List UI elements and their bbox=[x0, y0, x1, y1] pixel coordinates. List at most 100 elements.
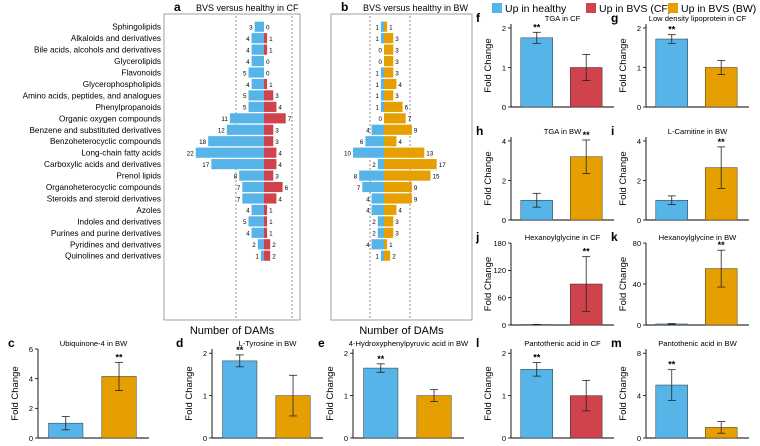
value-label-right: 7 bbox=[408, 116, 412, 123]
y-axis-label: Fold Change bbox=[618, 366, 629, 420]
value-label-right: 3 bbox=[395, 219, 399, 226]
value-label-right: 6 bbox=[405, 105, 409, 112]
value-label-left: 5 bbox=[243, 219, 247, 226]
value-label-right: 13 bbox=[426, 150, 434, 157]
bar-left bbox=[251, 227, 264, 238]
value-label-right: 3 bbox=[395, 59, 399, 66]
value-label-left: 17 bbox=[202, 162, 210, 169]
bar-left bbox=[377, 216, 384, 227]
bar-left bbox=[239, 170, 264, 181]
x-axis-label: Number of DAMs bbox=[190, 325, 275, 337]
bar-left bbox=[229, 113, 264, 124]
y-tick-label: 60 bbox=[498, 293, 506, 302]
value-label-right: 1 bbox=[269, 36, 273, 43]
category-label: Organic oxygen compounds bbox=[59, 114, 161, 123]
significance-label: ** bbox=[668, 25, 676, 35]
y-tick-label: 2 bbox=[637, 176, 641, 185]
panel-a: a BVS versus healthy in CF 3 0 Sphingolipids… bbox=[23, 0, 301, 337]
y-tick-label: 0 bbox=[502, 103, 506, 112]
bar-left bbox=[380, 67, 384, 78]
bar-right bbox=[264, 193, 277, 204]
value-label-left: 4 bbox=[246, 36, 250, 43]
significance-label: ** bbox=[583, 247, 591, 257]
y-tick-label: 2 bbox=[637, 24, 641, 33]
y-tick-label: 6 bbox=[29, 345, 33, 354]
value-label-right: 3 bbox=[275, 173, 279, 180]
bar-left bbox=[242, 181, 264, 193]
y-tick-label: 2 bbox=[502, 24, 506, 33]
panel-letter: j bbox=[475, 230, 479, 244]
value-label-right: 7 bbox=[288, 116, 292, 123]
y-tick-label: 0 bbox=[637, 103, 641, 112]
category-label: Bile acids, alcohols and derivatives bbox=[34, 46, 161, 55]
value-label-right: 3 bbox=[395, 231, 399, 238]
category-label: Benzoheterocyclic compounds bbox=[50, 137, 161, 146]
bar-right bbox=[384, 181, 412, 193]
panel-letter: d bbox=[176, 336, 183, 350]
value-label-right: 1 bbox=[269, 47, 273, 54]
value-label-left: 12 bbox=[218, 128, 226, 135]
category-label: Quinolines and derivatives bbox=[65, 252, 161, 261]
value-label-left: 1 bbox=[375, 25, 379, 32]
bar-right bbox=[384, 90, 394, 101]
panel-letter: b bbox=[341, 0, 348, 14]
y-axis-label: Fold Change bbox=[618, 257, 629, 311]
panel-frame bbox=[163, 13, 301, 321]
bar bbox=[655, 38, 688, 108]
value-label-right: 9 bbox=[414, 128, 418, 135]
bar-left bbox=[248, 90, 264, 101]
y-tick-label: 4 bbox=[502, 137, 506, 146]
value-label-left: 4 bbox=[366, 196, 370, 203]
bar-right bbox=[264, 216, 268, 227]
bar-left bbox=[248, 67, 264, 78]
value-label-left: 4 bbox=[366, 242, 370, 249]
panel-h: h TGA in BW 0 2 4 Fold Change ** bbox=[476, 124, 614, 225]
bar-left bbox=[377, 227, 384, 238]
value-label-left: 2 bbox=[372, 219, 376, 226]
bar-right bbox=[264, 170, 274, 181]
legend-item: Up in BVS (BW) bbox=[668, 3, 756, 15]
panel-title: BVS versus healthy in CF bbox=[196, 3, 299, 13]
y-tick-label: 1 bbox=[502, 63, 506, 72]
bar-right bbox=[264, 147, 277, 158]
value-label-left: 1 bbox=[375, 36, 379, 43]
category-label: Organoheterocyclic compounds bbox=[46, 183, 161, 192]
bar-right bbox=[384, 250, 391, 261]
significance-label: ** bbox=[116, 352, 124, 362]
bar-left bbox=[362, 181, 384, 193]
bar-left bbox=[371, 124, 384, 135]
value-label-left: 3 bbox=[249, 25, 253, 32]
legend-swatch bbox=[492, 3, 502, 13]
y-tick-label: 0 bbox=[203, 434, 207, 443]
panel-title: Low density lipoprotein in CF bbox=[649, 14, 747, 23]
bar-right bbox=[384, 67, 394, 78]
panel-g: g Low density lipoprotein in CF 0 1 2 Fold Ch… bbox=[611, 11, 749, 112]
y-tick-label: 0 bbox=[29, 434, 33, 443]
bar-right bbox=[384, 33, 394, 44]
value-label-right: 3 bbox=[395, 93, 399, 100]
y-tick-label: 2 bbox=[203, 349, 207, 358]
y-tick-label: 1 bbox=[203, 391, 207, 400]
bar-left bbox=[380, 90, 384, 101]
bar bbox=[416, 395, 452, 439]
value-label-left: 22 bbox=[187, 150, 195, 157]
value-label-right: 3 bbox=[275, 128, 279, 135]
y-tick-label: 2 bbox=[29, 404, 33, 413]
bar-right bbox=[264, 136, 274, 147]
panel-letter: a bbox=[174, 0, 181, 14]
value-label-left: 8 bbox=[234, 173, 238, 180]
value-label-right: 3 bbox=[395, 47, 399, 54]
bar-right bbox=[264, 44, 268, 55]
category-label: Sphingolipids bbox=[112, 23, 161, 32]
category-label: Benzene and substituted derivatives bbox=[29, 126, 161, 135]
bar-left bbox=[380, 78, 384, 90]
significance-label: ** bbox=[533, 353, 541, 363]
bar-left bbox=[242, 193, 264, 204]
panel-title: Pantothenic acid in BW bbox=[658, 339, 737, 348]
category-label: Phenylpropanoids bbox=[95, 103, 161, 112]
panel-letter: i bbox=[611, 124, 614, 138]
value-label-left: 0 bbox=[378, 116, 382, 123]
value-label-left: 8 bbox=[354, 173, 358, 180]
category-label: Azoles bbox=[136, 206, 161, 215]
value-label-right: 2 bbox=[272, 254, 276, 261]
